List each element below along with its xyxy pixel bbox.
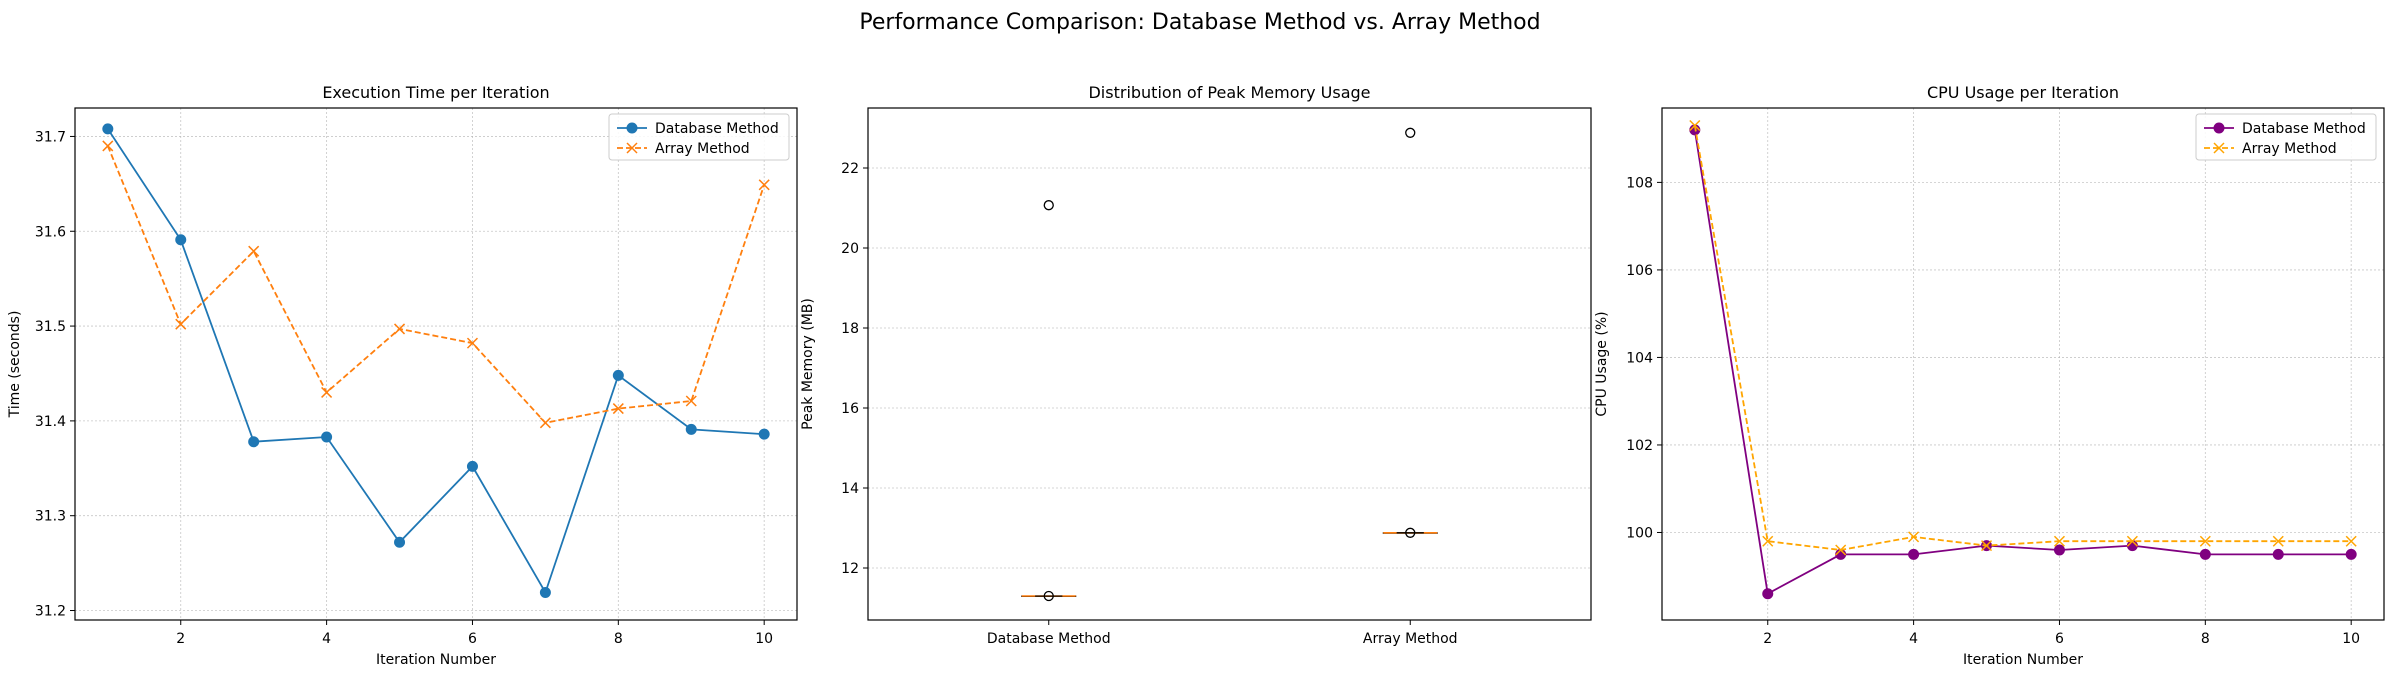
chart1-series-2-point-4 (321, 386, 333, 398)
chart1-legend-label-2: Array Method (655, 141, 750, 157)
chart1-series-1-point-9 (685, 423, 697, 435)
chart1-series-1-point-3 (248, 436, 260, 448)
chart1-ytick-label-5: 31.7 (35, 129, 66, 145)
chart3-axes-frame (1661, 107, 2385, 621)
chart1-series-2-point-3 (248, 245, 260, 257)
chart1-series-1-point-7 (539, 587, 551, 599)
chart1-legend (608, 113, 790, 161)
chart2-outlier-2-1 (1405, 127, 1416, 138)
chart1-xtick-label-4: 10 (755, 631, 773, 647)
chart1-ytick-label-3: 31.5 (35, 319, 66, 335)
chart3-series-1-point-4 (1908, 548, 1920, 560)
chart3-series-2-point-7 (2126, 535, 2138, 547)
chart3-ytick-label-1: 102 (1626, 438, 1653, 454)
chart3-series-1-line (1693, 129, 2352, 596)
chart1-axes-frame (74, 107, 798, 621)
chart1-series-1-point-10 (758, 428, 770, 440)
chart1-legend-marker-2 (626, 142, 638, 154)
chart2-ytick-label-4: 20 (841, 241, 859, 257)
chart1-series-2-point-6 (466, 337, 478, 349)
chart1-series-1-point-2 (175, 234, 187, 246)
chart1-series-1-point-5 (394, 536, 406, 548)
chart1-series-1-line (107, 128, 765, 595)
chart1-ytick-label-1: 31.3 (35, 509, 66, 525)
chart1-legend-marker-1 (626, 122, 638, 134)
chart3-series-2-point-2 (1762, 535, 1774, 547)
chart1-series-1-point-6 (466, 460, 478, 472)
chart3-ytick-label-3: 106 (1626, 263, 1653, 279)
chart2-ylabel: Peak Memory (MB) (800, 298, 816, 430)
chart3-series-2-point-9 (2272, 535, 2284, 547)
chart1-ytick-label-4: 31.6 (35, 224, 66, 240)
chart3-ytick-label-4: 108 (1626, 175, 1653, 191)
chart3-series-1-point-9 (2272, 548, 2284, 560)
chart1-ytick-label-0: 31.2 (35, 604, 66, 620)
chart3-legend (2195, 113, 2377, 161)
chart1-xtick-label-2: 6 (468, 631, 477, 647)
chart3-legend-marker-2 (2213, 142, 2225, 154)
chart1-series-2-point-9 (685, 395, 697, 407)
chart3-series-2-point-10 (2345, 535, 2357, 547)
chart1-series-2-point-8 (612, 403, 624, 415)
chart3-series-2-line (1693, 125, 2352, 551)
chart1-title: Execution Time per Iteration (322, 83, 549, 102)
chart1-ytick-label-2: 31.4 (35, 414, 66, 430)
chart1-series-1-point-4 (321, 431, 333, 443)
chart1-series-2-point-2 (175, 318, 187, 330)
chart1-xlabel: Iteration Number (376, 652, 496, 668)
chart2-ytick-label-1: 14 (841, 481, 859, 497)
chart1-series-2-point-1 (102, 140, 114, 152)
chart1-xtick-label-0: 2 (176, 631, 185, 647)
chart3-xtick-label-0: 2 (1763, 631, 1772, 647)
chart1-series-2-line (106, 145, 766, 424)
chart2-title: Distribution of Peak Memory Usage (1088, 83, 1370, 102)
chart3-legend-label-1: Database Method (2242, 121, 2366, 137)
chart1-xtick-label-1: 4 (322, 631, 331, 647)
chart3-series-1-point-8 (2199, 548, 2211, 560)
chart3-series-2-point-5 (1981, 540, 1993, 552)
chart1-legend-label-1: Database Method (655, 121, 779, 137)
chart3-series-2-point-4 (1908, 531, 1920, 543)
chart3-xtick-label-3: 8 (2201, 631, 2210, 647)
chart2-ytick-label-3: 18 (841, 321, 859, 337)
chart2-axes-frame (867, 107, 1592, 621)
chart3-xlabel: Iteration Number (1963, 652, 2083, 668)
chart2-ytick-label-5: 22 (841, 161, 859, 177)
chart3-ylabel: CPU Usage (%) (1594, 311, 1610, 416)
chart2-median-marker-2 (1405, 527, 1416, 538)
chart1-series-2-point-10 (758, 179, 770, 191)
chart3-series-2-point-3 (1835, 544, 1847, 556)
chart3-ytick-label-2: 104 (1626, 350, 1653, 366)
chart3-series-2-point-6 (2053, 535, 2065, 547)
chart2-xtick-label-0: Database Method (987, 631, 1111, 647)
chart3-legend-label-2: Array Method (2242, 141, 2337, 157)
chart3-xtick-label-2: 6 (2055, 631, 2064, 647)
chart3-series-1-point-6 (2053, 544, 2065, 556)
chart2-xtick-label-1: Array Method (1363, 631, 1458, 647)
chart3-series-1-point-2 (1762, 588, 1774, 600)
chart1-series-2-point-7 (539, 417, 551, 429)
chart3-legend-marker-1 (2213, 122, 2225, 134)
chart1-series-1-point-8 (612, 369, 624, 381)
chart3-xtick-label-1: 4 (1909, 631, 1918, 647)
chart2-outlier-1-1 (1043, 200, 1054, 211)
chart3-series-2-point-8 (2199, 535, 2211, 547)
chart1-series-1-point-1 (102, 123, 114, 135)
chart3-xtick-label-4: 10 (2342, 631, 2360, 647)
chart3-ytick-label-0: 100 (1626, 525, 1653, 541)
figure-title: Performance Comparison: Database Method … (859, 10, 1541, 35)
chart3-series-1-point-10 (2345, 548, 2357, 560)
chart2-ytick-label-2: 16 (841, 401, 859, 417)
chart3-series-2-point-1 (1689, 119, 1701, 132)
chart1-series-2-point-5 (394, 323, 406, 335)
chart2-ytick-label-0: 12 (841, 561, 859, 577)
chart1-ylabel: Time (seconds) (7, 311, 23, 419)
chart2-median-marker-1 (1043, 590, 1054, 602)
chart3-title: CPU Usage per Iteration (1927, 83, 2119, 102)
chart1-xtick-label-3: 8 (614, 631, 623, 647)
